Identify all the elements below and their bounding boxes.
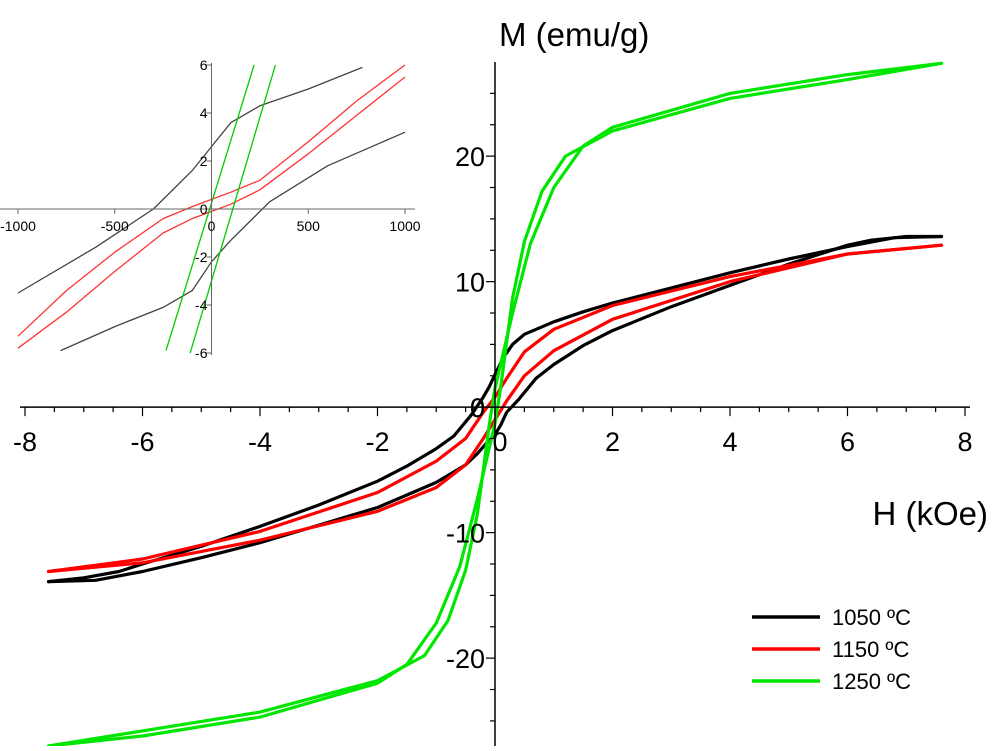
x-axis-title: H (kOe): [873, 495, 989, 532]
legend: 1050 ºC 1150 ºC 1250 ºC: [752, 605, 911, 694]
x-tick-label: 6: [840, 427, 855, 457]
inset-y-tick-label: 2: [200, 153, 208, 169]
inset-y-tick-label: -6: [195, 345, 208, 361]
x-tick-label: -8: [13, 427, 37, 457]
inset-y-tick-label: -4: [195, 297, 208, 313]
y-tick-label: 0: [470, 393, 485, 423]
x-tick-label: 0: [492, 427, 507, 457]
inset-x-tick-label: 500: [297, 218, 321, 234]
legend-label: 1150 ºC: [832, 637, 909, 662]
x-tick-label: -4: [248, 427, 272, 457]
legend-label: 1250 ºC: [832, 669, 911, 694]
series-line-1250-branch-2: [46, 61, 944, 748]
inset-x-tick-label: 1000: [389, 218, 420, 234]
inset-y-tick-label: -2: [195, 249, 208, 265]
x-tick-label: -6: [130, 427, 154, 457]
inset-y-tick-label: 4: [200, 105, 208, 121]
x-tick-label: 8: [957, 427, 972, 457]
x-tick-label: -2: [365, 427, 389, 457]
inset-x-tick-label: -500: [101, 218, 129, 234]
legend-label: 1050 ºC: [832, 605, 911, 630]
y-tick-label: -10: [446, 519, 485, 549]
inset-y-tick-label: 0: [200, 201, 208, 217]
y-tick-label: 20: [455, 142, 485, 172]
inset-x-tick-label: -1000: [0, 218, 36, 234]
inset-series-line-1050-branch-2: [60, 131, 406, 352]
inset-series-line-1050-branch-1: [17, 66, 363, 294]
x-tick-label: 2: [605, 427, 620, 457]
inset-series-line-1250-branch-1: [165, 64, 255, 351]
y-tick-label: 0: [470, 393, 485, 423]
y-tick-label: 10: [455, 268, 485, 298]
inset-y-tick-label: 6: [200, 57, 208, 73]
y-axis-title: M (emu/g): [499, 16, 649, 53]
x-tick-label: 4: [722, 427, 737, 457]
y-tick-label: -20: [446, 644, 485, 674]
inset-x-tick-label: 0: [208, 218, 216, 234]
